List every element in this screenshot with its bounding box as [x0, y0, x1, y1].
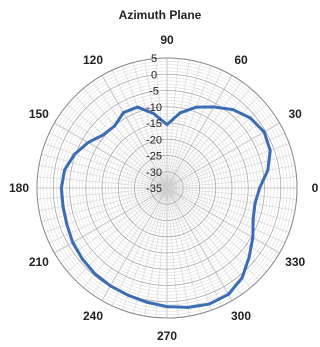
angle-tick-label: 240	[83, 309, 103, 323]
radial-grid-ring	[157, 178, 177, 198]
angle-tick-label: 120	[83, 53, 103, 67]
angle-tick-label: 30	[288, 107, 302, 121]
radial-grid-ring	[75, 96, 259, 280]
radial-tick-label: -15	[146, 118, 162, 130]
angle-tick-label: 150	[29, 107, 49, 121]
radial-grid-ring	[150, 171, 184, 205]
outer-ring	[36, 57, 298, 319]
radial-grid-ring	[117, 138, 217, 238]
radial-grid-ring	[160, 181, 174, 195]
radial-tick-label: -5	[149, 86, 159, 98]
radial-grid-ring	[59, 80, 275, 296]
radial-grid-ring	[108, 129, 226, 247]
radial-grid-ring	[124, 145, 210, 231]
radial-grid-ring	[153, 174, 181, 202]
radial-grid-ring	[114, 135, 220, 241]
radial-tick-label: 5	[151, 53, 157, 65]
radial-grid-ring	[163, 184, 171, 192]
angle-tick-label: 330	[285, 255, 305, 269]
radial-grid-ring	[134, 155, 200, 221]
radial-grid-ring	[62, 83, 272, 293]
angle-tick-label: 90	[160, 33, 174, 47]
radial-grid-ring	[46, 67, 288, 309]
radial-grid-ring	[56, 77, 278, 299]
radial-grid-ring	[52, 73, 282, 303]
radial-tick-label: -30	[146, 167, 162, 179]
radial-grid-ring	[92, 113, 242, 263]
radial-tick-label: -10	[146, 102, 162, 114]
radial-grid-ring	[40, 61, 294, 315]
radial-grid-ring	[105, 126, 229, 250]
radial-grid-ring	[140, 161, 194, 215]
angle-tick-label: 60	[234, 53, 248, 67]
radial-grid-ring	[82, 103, 252, 273]
radial-grid-ring	[144, 165, 190, 211]
radial-grid-ring	[88, 109, 246, 267]
radial-grid-ring	[43, 64, 291, 312]
angle-tick-label: 210	[29, 255, 49, 269]
angle-tick-label: 300	[231, 309, 251, 323]
radial-grid-ring	[85, 106, 249, 270]
radial-grid-ring	[147, 168, 187, 208]
radial-grid-ring	[95, 116, 239, 260]
radial-grid-ring	[137, 158, 197, 218]
angle-tick-label: 180	[9, 181, 29, 195]
chart-title: Azimuth Plane	[118, 8, 202, 22]
radial-tick-label: -20	[146, 134, 162, 146]
radial-tick-label: -25	[146, 151, 162, 163]
series-layer	[59, 105, 272, 309]
radial-grid-ring	[66, 87, 268, 289]
radial-grid-ring	[131, 152, 203, 224]
angle-tick-label: 0	[312, 181, 319, 195]
polar-grid	[36, 57, 298, 319]
radial-grid-ring	[98, 119, 236, 257]
radial-grid-ring	[121, 142, 213, 234]
radial-grid-ring	[79, 100, 255, 276]
angle-tick-label: 270	[157, 329, 177, 343]
radial-grid-ring	[49, 70, 285, 306]
label-layer: 0 30 60 90 120 150 180 210 240 270 300 330 5 0 -5 -10 -1…	[9, 33, 319, 343]
radial-grid-ring	[69, 90, 265, 286]
radial-grid-ring	[127, 148, 207, 228]
radial-tick-label: 0	[151, 69, 157, 81]
radial-grid-ring	[111, 132, 223, 244]
radial-tick-label: -35	[146, 183, 162, 195]
